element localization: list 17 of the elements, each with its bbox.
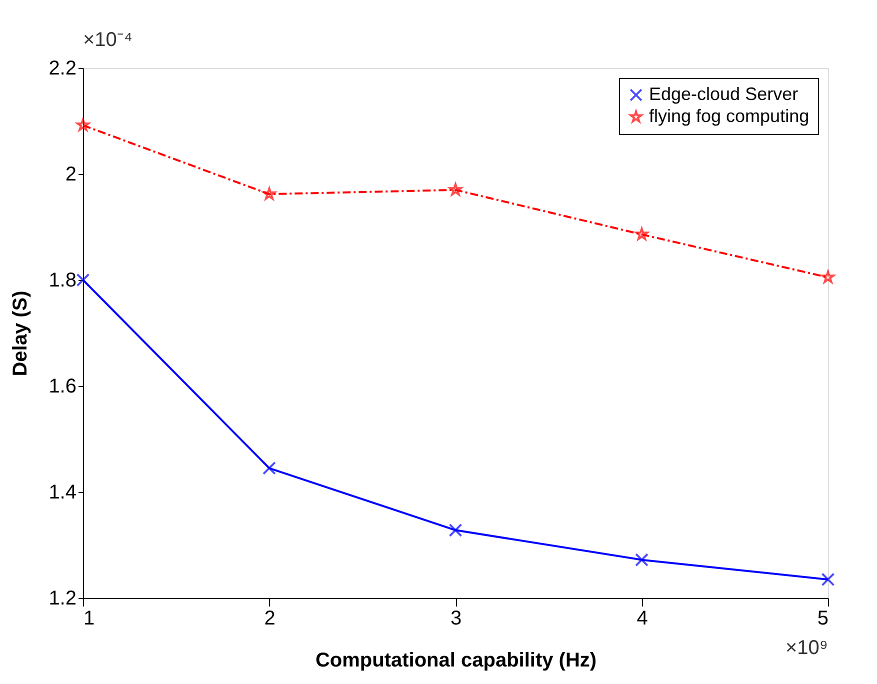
legend-label: flying fog computing [649, 106, 810, 126]
x-tick-label: 3 [450, 608, 462, 630]
x-tick-label: 2 [264, 608, 276, 630]
x-tick-label: 5 [817, 608, 828, 630]
y-tick-label: 1.6 [48, 376, 76, 398]
text: ×10⁻⁴ [83, 29, 133, 51]
y-tick-label: 2 [65, 164, 76, 186]
legend-label: Edge-cloud Server [649, 84, 798, 104]
y-tick-label: 1.4 [48, 482, 76, 504]
x-tick-label: 1 [84, 608, 95, 630]
y-tick-label: 2.2 [48, 58, 76, 80]
x-tick-label: 4 [636, 608, 648, 630]
y-axis-title: Delay (S) [10, 290, 32, 376]
y-tick-label: 1.2 [48, 588, 76, 610]
text: ×10⁹ [786, 637, 828, 659]
x-axis-title: Computational capability (Hz) [315, 650, 597, 672]
y-tick-label: 1.8 [48, 270, 76, 292]
